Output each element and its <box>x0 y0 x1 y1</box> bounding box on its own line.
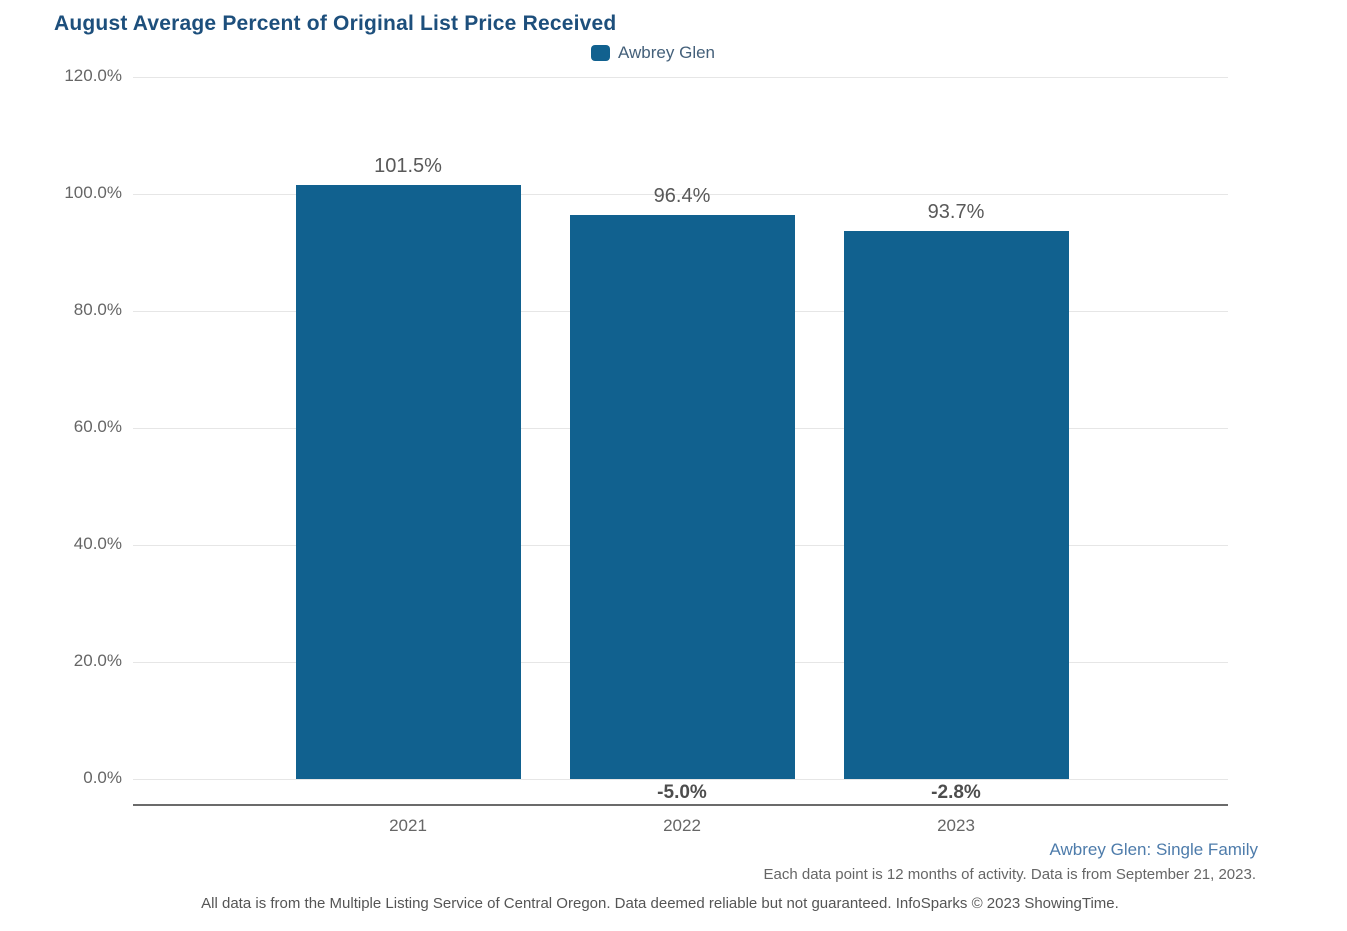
bar-2021 <box>296 185 521 779</box>
x-axis-tick-label-2022: 2022 <box>663 816 701 835</box>
bar-change-label-2023: -2.8% <box>931 782 981 803</box>
y-axis-tick-label: 0.0% <box>83 768 122 787</box>
y-axis-tick-label: 80.0% <box>73 300 122 319</box>
y-axis-tick-label: 120.0% <box>64 66 122 85</box>
y-axis-tick-label: 40.0% <box>73 534 122 553</box>
x-axis-tick-label-2021: 2021 <box>389 816 427 835</box>
bar-2023 <box>844 231 1069 779</box>
bar-value-label-2022: 96.4% <box>653 185 711 207</box>
chart-title: August Average Percent of Original List … <box>54 12 617 35</box>
y-axis-tick-label: 20.0% <box>73 651 122 670</box>
legend-label: Awbrey Glen <box>618 43 716 62</box>
bar-value-label-2023: 93.7% <box>927 201 985 223</box>
x-axis-tick-label-2023: 2023 <box>937 816 975 835</box>
footer-disclaimer: All data is from the Multiple Listing Se… <box>201 895 1119 912</box>
legend-swatch-icon <box>591 45 610 61</box>
gridline-100.0% <box>133 194 1228 195</box>
gridline-120.0% <box>133 77 1228 78</box>
bar-value-label-2021: 101.5% <box>374 155 442 177</box>
y-axis-tick-label: 100.0% <box>64 183 122 202</box>
bar-change-label-2022: -5.0% <box>657 782 707 803</box>
legend-item-awbrey-glen[interactable]: Awbrey Glen <box>591 43 715 63</box>
y-axis-tick-label: 60.0% <box>73 417 122 436</box>
gridline-0.0% <box>133 779 1228 780</box>
footer-activity-note: Each data point is 12 months of activity… <box>763 866 1256 883</box>
footer-series-note: Awbrey Glen: Single Family <box>1049 840 1259 859</box>
x-axis-line <box>133 804 1228 806</box>
bar-2022 <box>570 215 795 779</box>
